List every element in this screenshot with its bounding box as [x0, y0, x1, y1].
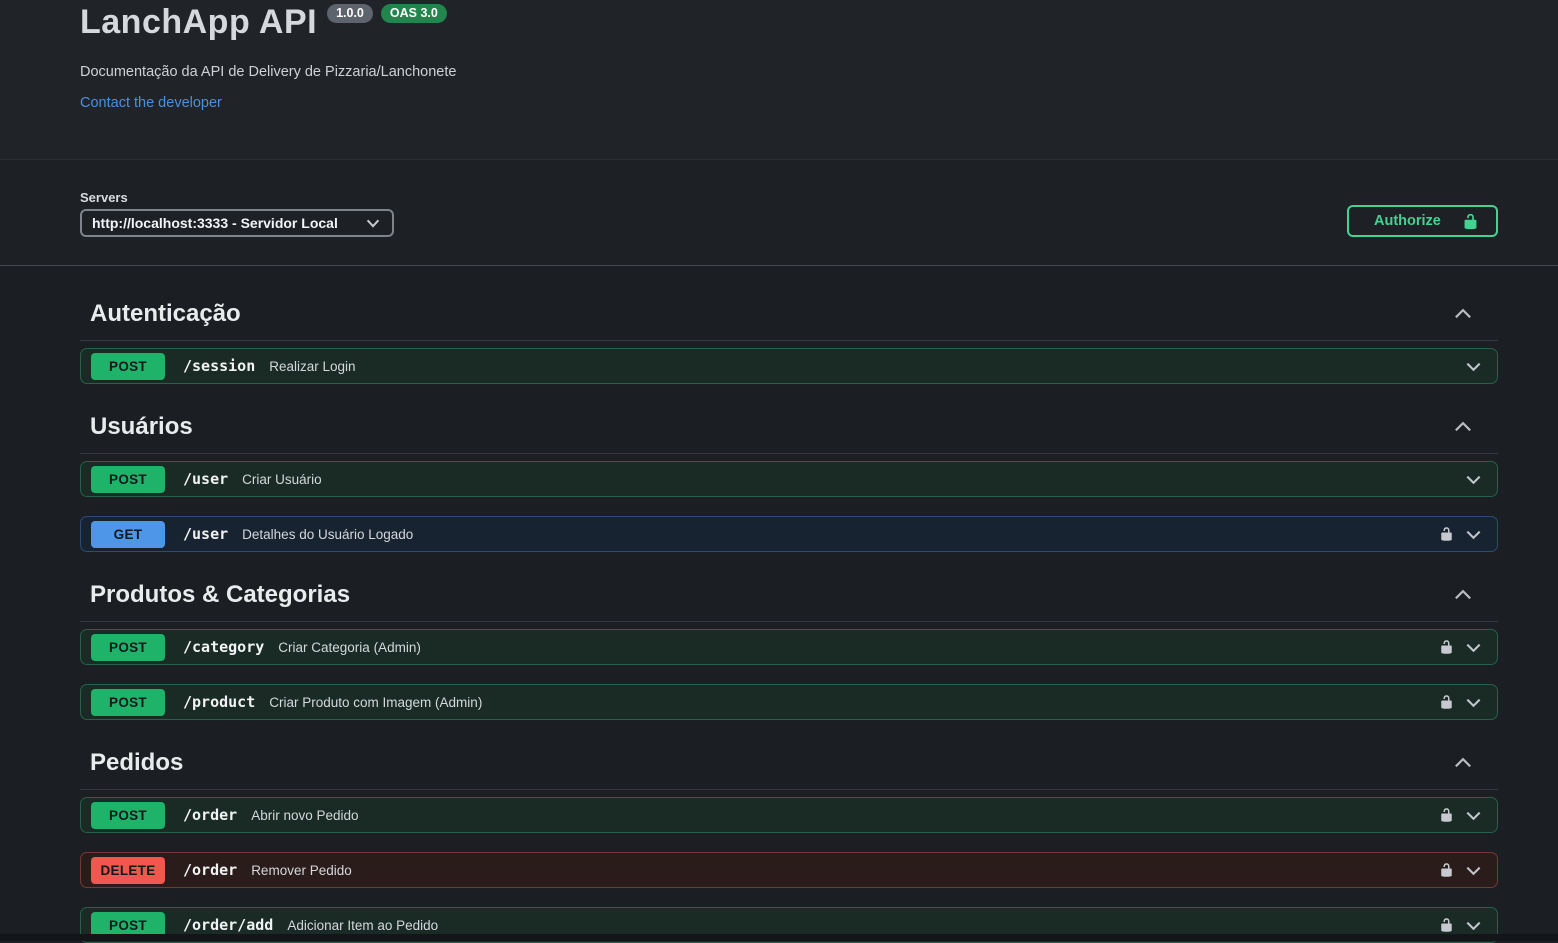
api-title: LanchApp API [80, 2, 317, 42]
unlock-icon[interactable] [1439, 862, 1454, 878]
section-title: Produtos & Categorias [90, 581, 350, 609]
chevron-down-icon[interactable] [1464, 861, 1483, 880]
method-badge: POST [91, 689, 165, 716]
operation-path: /user [183, 525, 228, 543]
section-header[interactable]: Produtos & Categorias [80, 571, 1498, 622]
api-badges: 1.0.0 OAS 3.0 [327, 4, 447, 23]
operation-controls [1464, 470, 1483, 489]
chevron-down-icon[interactable] [1464, 525, 1483, 544]
chevron-down-icon[interactable] [1464, 357, 1483, 376]
api-section: Usuários POST /user Criar Usuário GET /u… [80, 403, 1498, 552]
chevron-down-icon[interactable] [1464, 638, 1483, 657]
section-title: Pedidos [90, 749, 183, 777]
section-operations: POST /category Criar Categoria (Admin) P… [80, 622, 1498, 720]
operation-summary: Criar Produto com Imagem (Admin) [269, 695, 482, 710]
operation-summary: Criar Categoria (Admin) [278, 640, 421, 655]
method-badge: POST [91, 353, 165, 380]
chevron-up-icon[interactable] [1452, 584, 1474, 606]
operation-row[interactable]: DELETE /order Remover Pedido [80, 852, 1498, 888]
section-title: Autenticação [90, 300, 241, 328]
section-header[interactable]: Pedidos [80, 739, 1498, 790]
operation-row[interactable]: POST /category Criar Categoria (Admin) [80, 629, 1498, 665]
page-title: LanchApp API 1.0.0 OAS 3.0 [80, 2, 1498, 42]
operations-list: Autenticação POST /session Realizar Logi… [0, 266, 1558, 943]
scheme-container: Servers http://localhost:3333 - Servidor… [0, 160, 1558, 266]
api-info-section: LanchApp API 1.0.0 OAS 3.0 Documentação … [0, 0, 1558, 160]
section-title: Usuários [90, 413, 193, 441]
section-operations: POST /session Realizar Login [80, 341, 1498, 384]
method-badge: POST [91, 634, 165, 661]
operation-row[interactable]: POST /order Abrir novo Pedido [80, 797, 1498, 833]
authorize-label: Authorize [1374, 213, 1441, 229]
operation-path: /order [183, 861, 237, 879]
section-header[interactable]: Usuários [80, 403, 1498, 454]
unlock-icon[interactable] [1439, 526, 1454, 542]
unlock-icon [1462, 213, 1479, 230]
operation-row[interactable]: POST /session Realizar Login [80, 348, 1498, 384]
operation-summary: Criar Usuário [242, 472, 322, 487]
operation-path: /product [183, 693, 255, 711]
section-operations: POST /order Abrir novo Pedido DELETE /or… [80, 790, 1498, 943]
chevron-up-icon[interactable] [1452, 752, 1474, 774]
operation-controls [1439, 861, 1483, 880]
method-badge: DELETE [91, 857, 165, 884]
api-section: Autenticação POST /session Realizar Logi… [80, 290, 1498, 384]
section-header[interactable]: Autenticação [80, 290, 1498, 341]
section-operations: POST /user Criar Usuário GET /user Detal… [80, 454, 1498, 552]
version-badge: 1.0.0 [327, 4, 373, 23]
operation-path: /order/add [183, 916, 273, 934]
operation-row[interactable]: POST /user Criar Usuário [80, 461, 1498, 497]
servers-select[interactable]: http://localhost:3333 - Servidor Local [80, 209, 394, 237]
operation-row[interactable]: GET /user Detalhes do Usuário Logado [80, 516, 1498, 552]
chevron-down-icon[interactable] [1464, 916, 1483, 935]
operation-summary: Detalhes do Usuário Logado [242, 527, 413, 542]
chevron-up-icon[interactable] [1452, 303, 1474, 325]
chevron-up-icon[interactable] [1452, 416, 1474, 438]
page-bottom-strip [0, 934, 1558, 941]
operation-summary: Realizar Login [269, 359, 355, 374]
api-description: Documentação da API de Delivery de Pizza… [80, 64, 1498, 80]
operation-summary: Adicionar Item ao Pedido [287, 918, 438, 933]
method-badge: GET [91, 521, 165, 548]
servers-selected-value: http://localhost:3333 - Servidor Local [92, 215, 338, 231]
operation-controls [1464, 357, 1483, 376]
chevron-down-icon[interactable] [1464, 693, 1483, 712]
api-section: Produtos & Categorias POST /category Cri… [80, 571, 1498, 720]
operation-controls [1439, 693, 1483, 712]
method-badge: POST [91, 466, 165, 493]
unlock-icon[interactable] [1439, 639, 1454, 655]
servers-label: Servers [80, 190, 394, 205]
chevron-down-icon[interactable] [1464, 470, 1483, 489]
oas-badge: OAS 3.0 [381, 4, 447, 23]
operation-controls [1439, 525, 1483, 544]
authorize-button[interactable]: Authorize [1347, 205, 1498, 237]
operation-summary: Remover Pedido [251, 863, 352, 878]
operation-path: /session [183, 357, 255, 375]
unlock-icon[interactable] [1439, 807, 1454, 823]
operation-controls [1439, 916, 1483, 935]
operation-path: /order [183, 806, 237, 824]
servers-block: Servers http://localhost:3333 - Servidor… [80, 190, 394, 237]
operation-controls [1439, 806, 1483, 825]
contact-developer-link[interactable]: Contact the developer [80, 95, 222, 111]
operation-summary: Abrir novo Pedido [251, 808, 358, 823]
method-badge: POST [91, 802, 165, 829]
operation-path: /user [183, 470, 228, 488]
operation-row[interactable]: POST /product Criar Produto com Imagem (… [80, 684, 1498, 720]
swagger-ui-page: LanchApp API 1.0.0 OAS 3.0 Documentação … [0, 0, 1558, 943]
api-section: Pedidos POST /order Abrir novo Pedido DE… [80, 739, 1498, 943]
chevron-down-icon [364, 214, 382, 232]
unlock-icon[interactable] [1439, 917, 1454, 933]
operation-controls [1439, 638, 1483, 657]
operation-path: /category [183, 638, 264, 656]
unlock-icon[interactable] [1439, 694, 1454, 710]
chevron-down-icon[interactable] [1464, 806, 1483, 825]
